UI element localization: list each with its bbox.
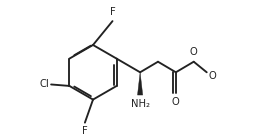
- Text: O: O: [190, 47, 197, 57]
- Text: F: F: [110, 7, 115, 17]
- Text: NH₂: NH₂: [131, 99, 150, 109]
- Text: O: O: [172, 97, 180, 107]
- Text: Cl: Cl: [39, 80, 49, 90]
- Polygon shape: [138, 72, 143, 95]
- Text: F: F: [82, 126, 88, 136]
- Text: O: O: [209, 71, 216, 81]
